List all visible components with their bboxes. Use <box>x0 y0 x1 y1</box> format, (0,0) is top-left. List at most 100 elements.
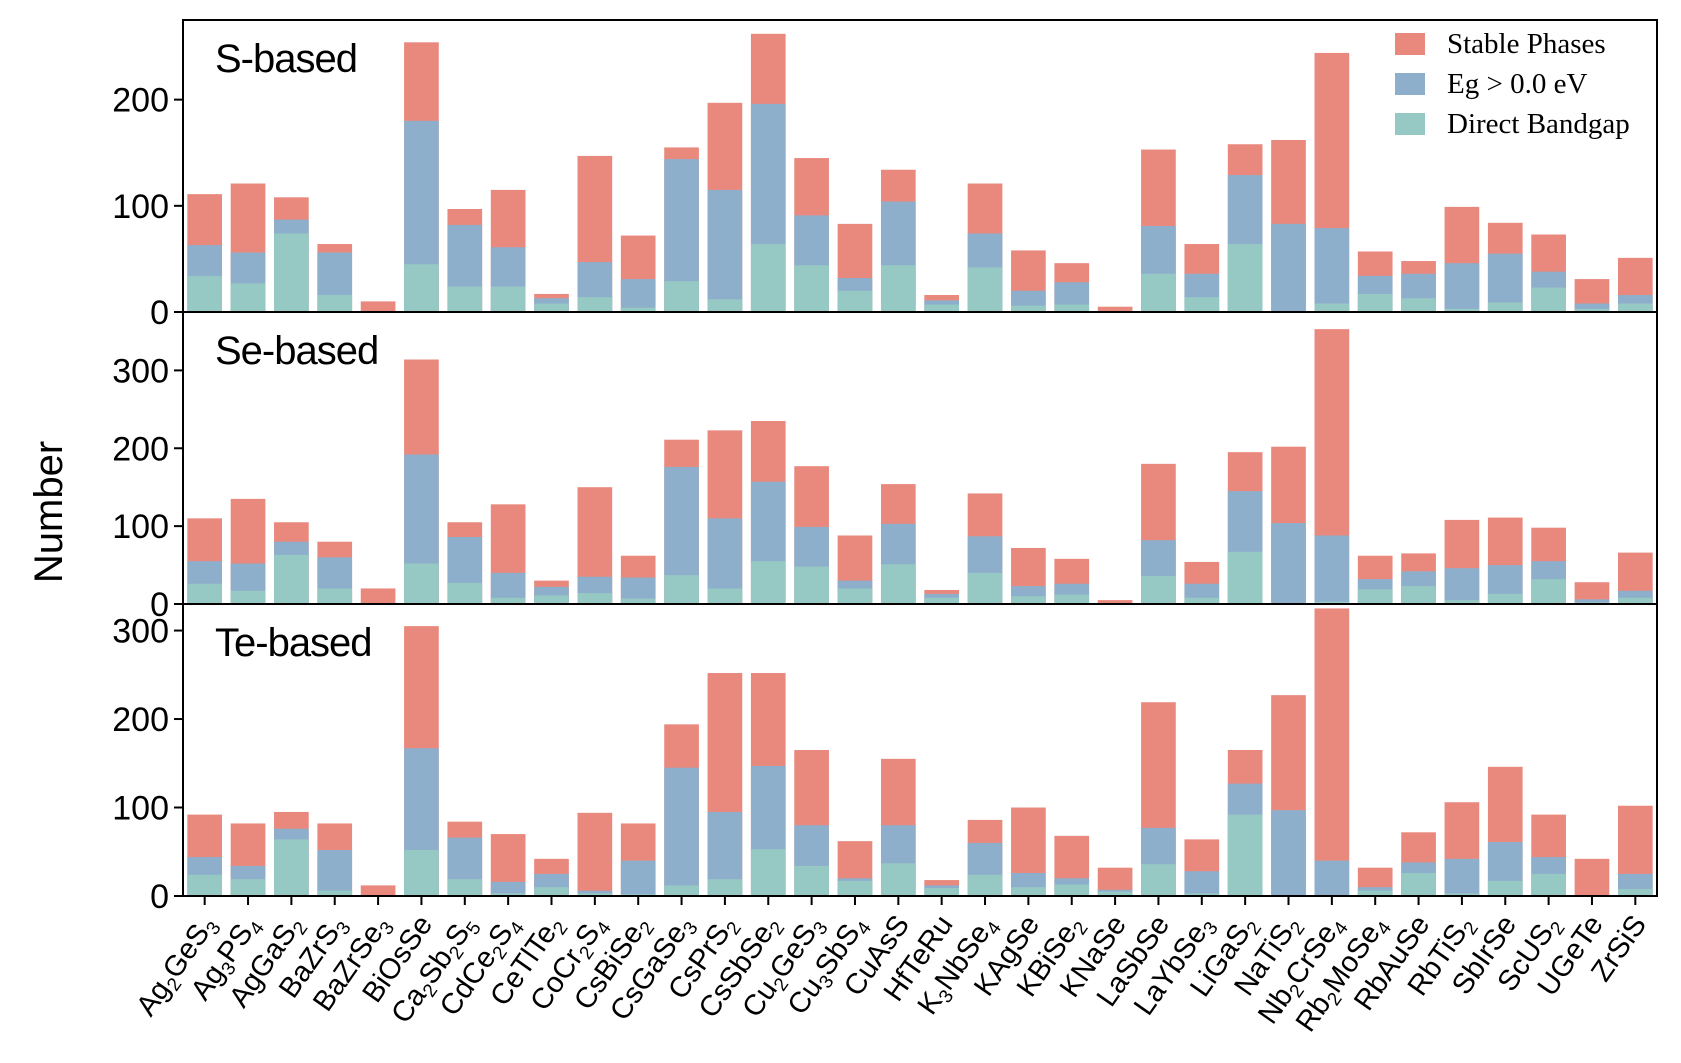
bar-ag2ges3-direct-bandgap <box>187 583 223 604</box>
bar-kbise2-direct-bandgap <box>1054 884 1090 896</box>
bar-rbtis2-direct-bandgap <box>1444 600 1480 604</box>
bar-ca2sb2s5-direct-bandgap <box>447 286 483 312</box>
bar-aggas2-direct-bandgap <box>274 233 309 312</box>
bar-sbirse-eg-0-0-ev <box>1487 253 1523 312</box>
panel-title: Te-based <box>215 621 372 665</box>
bar-aggas2-direct-bandgap <box>274 554 309 604</box>
y-tick-label: 0 <box>150 586 169 624</box>
bar-cssbse2-direct-bandgap <box>750 561 786 604</box>
bar-ligas2-direct-bandgap <box>1227 814 1263 896</box>
bar-cocr2s4-stable-phases <box>577 812 613 896</box>
y-tick-label: 300 <box>112 613 169 651</box>
bar-knase-stable-phases <box>1097 306 1133 312</box>
bar-ligas2-direct-bandgap <box>1227 244 1263 312</box>
bar-natis2-eg-0-0-ev <box>1271 810 1306 896</box>
bar-sbirse-direct-bandgap <box>1487 302 1523 312</box>
bar-bazrse3-stable-phases <box>360 588 396 604</box>
bar-csbise2-eg-0-0-ev <box>620 279 656 312</box>
bar-cu2ges3-direct-bandgap <box>794 265 829 312</box>
y-tick-label: 0 <box>150 878 169 916</box>
bar-aggas2-direct-bandgap <box>274 839 309 896</box>
bar-biosse-direct-bandgap <box>404 264 439 312</box>
bar-cdce2s4-eg-0-0-ev <box>490 881 526 896</box>
bar-nb2crse4-stable-phases <box>1314 608 1350 896</box>
bar-cocr2s4-direct-bandgap <box>577 593 613 604</box>
bar-k3nbse4-direct-bandgap <box>967 267 1003 312</box>
bar-csprs2-eg-0-0-ev <box>707 189 743 312</box>
bar-csbise2-eg-0-0-ev <box>620 860 656 896</box>
panel-title: S-based <box>215 37 357 81</box>
bar-rbtis2-eg-0-0-ev <box>1444 568 1480 604</box>
bar-kbise2-direct-bandgap <box>1054 304 1090 312</box>
y-tick-label: 200 <box>112 430 169 468</box>
bar-ligas2-direct-bandgap <box>1227 551 1263 604</box>
bar-sbirse-direct-bandgap <box>1487 593 1523 604</box>
panel-se-based: 0 100 200 300 Se-based <box>112 311 1658 624</box>
bar-nb2crse4-direct-bandgap <box>1314 601 1350 604</box>
bar-kagse-direct-bandgap <box>1011 887 1046 896</box>
bar-zrsis-direct-bandgap <box>1617 303 1653 312</box>
bar-csprs2-direct-bandgap <box>707 879 743 896</box>
bar-nb2crse4-eg-0-0-ev <box>1314 535 1350 604</box>
bar-natis2-eg-0-0-ev <box>1271 523 1306 604</box>
bar-k3nbse4-direct-bandgap <box>967 572 1003 604</box>
panel-frame <box>182 603 1658 897</box>
bar-cu3sbs4-direct-bandgap <box>837 290 873 312</box>
bar-kbise2-direct-bandgap <box>1054 594 1090 604</box>
bar-cdce2s4-direct-bandgap <box>490 286 526 312</box>
bar-rbtis2-eg-0-0-ev <box>1444 858 1480 896</box>
bar-ag3ps4-direct-bandgap <box>230 283 266 312</box>
bar-ugete-stable-phases <box>1574 582 1610 604</box>
bar-biosse-direct-bandgap <box>404 563 439 604</box>
bar-rbtis2-direct-bandgap <box>1444 308 1480 312</box>
bar-ag2ges3-direct-bandgap <box>187 874 223 896</box>
bar-laybse3-direct-bandgap <box>1184 597 1220 604</box>
legend-swatch <box>1395 73 1425 95</box>
bar-cetlte2-direct-bandgap <box>534 303 569 312</box>
bar-laybse3-direct-bandgap <box>1184 893 1220 896</box>
bar-k3nbse4-direct-bandgap <box>967 874 1003 896</box>
bar-csgase3-direct-bandgap <box>664 575 699 604</box>
bar-biosse-direct-bandgap <box>404 849 439 896</box>
bar-ugete-stable-phases <box>1574 858 1610 896</box>
bar-lasbse-direct-bandgap <box>1141 575 1176 604</box>
panel-title: Se-based <box>215 329 378 373</box>
bar-csgase3-eg-0-0-ev <box>664 767 699 896</box>
legend-swatch <box>1395 33 1425 55</box>
bar-cu3sbs4-direct-bandgap <box>837 588 873 604</box>
bar-csbise2-direct-bandgap <box>620 598 656 604</box>
bar-rb2mose4-direct-bandgap <box>1357 589 1393 604</box>
bar-ag3ps4-direct-bandgap <box>230 590 266 604</box>
bar-csprs2-direct-bandgap <box>707 299 743 312</box>
bar-rbtis2-eg-0-0-ev <box>1444 263 1480 312</box>
bar-ca2sb2s5-direct-bandgap <box>447 879 483 896</box>
bar-laybse3-direct-bandgap <box>1184 297 1220 312</box>
y-tick-label: 100 <box>112 790 169 828</box>
bar-csgase3-direct-bandgap <box>664 281 699 312</box>
bar-rbause-direct-bandgap <box>1401 298 1436 312</box>
bar-knase-direct-bandgap <box>1097 891 1133 896</box>
bar-cu2ges3-direct-bandgap <box>794 865 829 896</box>
bar-cuass-direct-bandgap <box>880 863 916 896</box>
bar-ugete-eg-0-0-ev <box>1574 599 1610 604</box>
bar-bazrse3-stable-phases <box>360 885 396 896</box>
bar-natis2-eg-0-0-ev <box>1271 223 1306 312</box>
bar-cu3sbs4-direct-bandgap <box>837 880 873 896</box>
bar-cuass-direct-bandgap <box>880 564 916 604</box>
bar-bazrs3-direct-bandgap <box>317 295 353 312</box>
legend-label: Stable Phases <box>1447 28 1606 60</box>
bar-scus2-direct-bandgap <box>1531 873 1566 896</box>
bar-scus2-direct-bandgap <box>1531 287 1566 312</box>
y-tick-label: 200 <box>112 701 169 739</box>
legend-label: Eg > 0.0 eV <box>1447 68 1587 100</box>
bar-cetlte2-direct-bandgap <box>534 595 569 604</box>
legend-swatch <box>1395 113 1425 135</box>
bar-rb2mose4-direct-bandgap <box>1357 293 1393 312</box>
bar-cssbse2-direct-bandgap <box>750 244 786 312</box>
bar-csgase3-direct-bandgap <box>664 885 699 896</box>
bar-cocr2s4-direct-bandgap <box>577 297 613 312</box>
bar-cocr2s4-direct-bandgap <box>577 893 613 896</box>
panel-te-based: 0 100 200 300 Te-based <box>112 603 1658 916</box>
y-axis-label: Number <box>27 441 71 583</box>
